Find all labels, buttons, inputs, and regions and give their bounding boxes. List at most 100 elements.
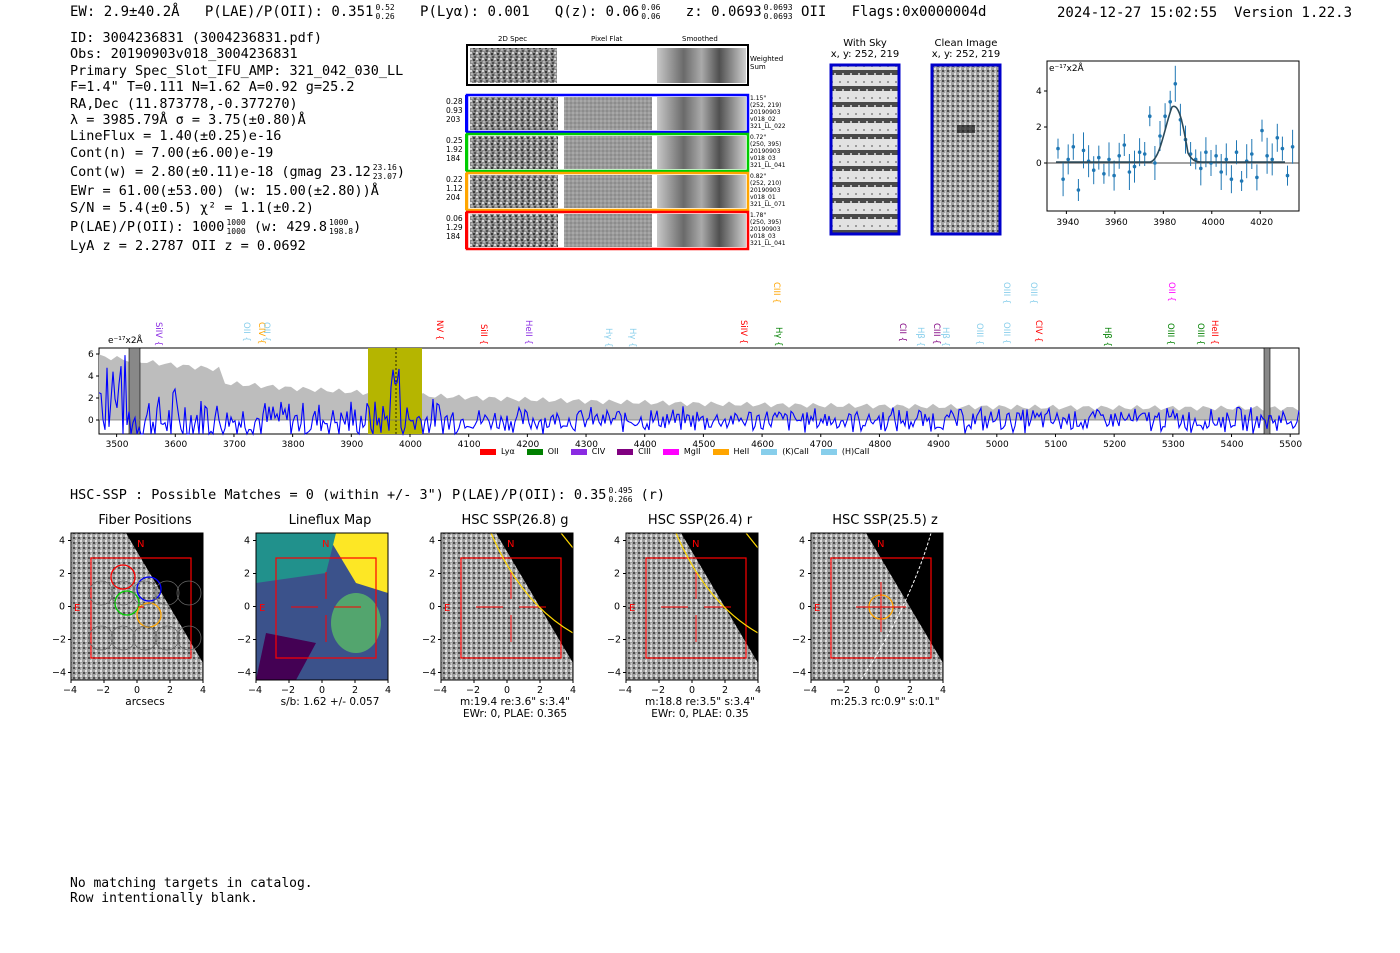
panel-ytick-label: 2	[244, 569, 250, 580]
spectral-line-label: SiIV {	[738, 320, 748, 345]
header-plae-lo: 0.26	[375, 12, 395, 21]
spectral-line-label: SiIV {	[153, 322, 163, 347]
full-xtick-label: 4200	[516, 440, 539, 450]
spectral-line-label: HeII {	[523, 320, 533, 345]
legend-swatch	[617, 448, 634, 455]
legend-swatch	[662, 448, 679, 455]
full-xtick-label: 5500	[1279, 440, 1302, 450]
full-ytick-label: 2	[88, 394, 94, 404]
info-params: F=1.4" T=0.111 N=1.62 A=0.92 g=25.2	[70, 79, 355, 96]
ellipse-arc	[675, 532, 759, 634]
cutout-value: 203	[446, 115, 461, 124]
fiber-circle-bg	[132, 625, 158, 651]
with-sky-coords: x, y: 252, 219	[830, 49, 900, 60]
line-legend: Lyα OII CIV CIII MgII HeII (K)CaII (H)CaII	[480, 447, 869, 456]
zoom-point	[1163, 114, 1167, 118]
panel-ytick-label: 4	[244, 536, 250, 547]
fiber-circle-bg	[132, 580, 158, 606]
panel-xtick-label: 0	[319, 685, 325, 695]
full-xtick-label: 4300	[575, 440, 598, 450]
zoom-point	[1153, 161, 1157, 165]
col-flat-label: Pixel Flat	[591, 35, 623, 43]
spectral-line-label: OIII {	[1165, 323, 1175, 346]
panel-title: HSC SSP(26.8) g	[461, 513, 569, 528]
full-xtick-label: 4500	[692, 440, 715, 450]
legend-label: OII	[547, 447, 559, 456]
legend-item: CIII	[617, 447, 651, 456]
cutout-smoothed	[657, 136, 746, 169]
cutout-desc: (250, 395)	[750, 141, 782, 148]
info-contw-end: )	[396, 164, 405, 181]
panel-xtick-label: 2	[352, 685, 358, 695]
zoom-point	[1290, 145, 1295, 149]
zoom-point	[1142, 152, 1147, 156]
panel-xtick-label: 2	[722, 685, 728, 695]
header-datetime: 2024-12-27 15:02:55	[1057, 5, 1218, 21]
header-plae-label: P(LAE)/P(OII):	[204, 4, 323, 20]
legend-swatch	[526, 448, 543, 455]
zoom-point	[1199, 166, 1203, 171]
zoom-ytick-label: 4	[1036, 87, 1042, 97]
spectral-line-label: OIII {	[1001, 282, 1011, 305]
full-xtick-label: 4800	[868, 440, 891, 450]
cutout-desc: v018_01	[750, 194, 776, 201]
cutout-desc: v018_03	[750, 233, 776, 240]
cutout-value: 204	[446, 193, 461, 202]
spectral-line-label: HeII {	[1209, 320, 1219, 345]
fiber-circle	[136, 576, 162, 602]
panel-caption: m:19.4 re:3.6" s:3.4" EWr: 0, PLAE: 0.365	[435, 696, 595, 720]
zoom-ytick-label: 0	[1036, 159, 1042, 169]
zoom-point	[1280, 146, 1285, 151]
cutout-desc: 20190903	[750, 148, 781, 155]
header-ew: EW: 2.9±40.2Å	[70, 4, 180, 20]
zoom-point	[1270, 157, 1274, 162]
north-label: N	[322, 539, 329, 550]
lineflux-low-region	[256, 633, 316, 680]
zoom-point	[1234, 150, 1239, 154]
panel-xtick-label: 0	[689, 685, 695, 695]
cutout-desc: 321_LL_071	[750, 201, 786, 208]
fiber-circle-bg	[110, 580, 136, 606]
panel-xtick-label: −4	[63, 685, 77, 695]
full-ytick-label: 0	[88, 416, 94, 426]
zoom-plot-unit: e⁻¹⁷x2Å	[1049, 62, 1085, 74]
cutout-pixel-flat	[564, 136, 652, 169]
info-contw-row: Cont(w) = 2.80(±0.11)e-18 (gmag 23.12 23.…	[70, 163, 405, 181]
zoom-point	[1148, 114, 1152, 118]
header-summary: EW: 2.9±40.2Å P(LAE)/P(OII): 0.351 0.52 0.…	[70, 3, 986, 21]
weighted-sum-label: Weighted Sum	[750, 55, 784, 71]
panel-xtick-label: 0	[874, 685, 880, 695]
zoom-point	[1265, 154, 1269, 158]
panel-ytick-label: 4	[429, 536, 435, 547]
image-panel: N E −4 −2 0 2 4 4 2 0 −2 −4	[607, 532, 761, 695]
hsc-summary: HSC-SSP : Possible Matches = 0 (within +…	[70, 486, 665, 504]
info-primary: Primary Spec_Slot_IFU_AMP: 321_042_030_L…	[70, 62, 404, 79]
header-plae-value: 0.351	[331, 4, 374, 20]
aperture-box	[645, 557, 747, 659]
legend-item: (H)CaII	[820, 447, 869, 456]
panel-title: HSC SSP(25.5) z	[832, 513, 938, 528]
ellipse-arc-2	[560, 532, 574, 549]
hsc-summary-end: (r)	[640, 487, 666, 503]
fiber-circle-bg	[154, 625, 180, 651]
zoom-spectrum-plot: e⁻¹⁷x2Å 4 2 0 3940 3960 3980 4000 4020	[1036, 60, 1300, 228]
zoom-xtick-label: 3940	[1056, 218, 1079, 228]
info-block: ID: 3004236831 (3004236831.pdf) Obs: 201…	[70, 30, 405, 254]
spectral-line-label: OIII {	[1195, 323, 1205, 346]
info-lambda: λ = 3985.79Å σ = 3.75(±0.80)Å	[70, 112, 306, 129]
footer-line-1: No matching targets in catalog.	[70, 876, 313, 891]
zoom-point	[1275, 136, 1280, 140]
panel-ytick-label: −2	[237, 635, 251, 646]
cutout-value: 184	[446, 154, 461, 163]
full-spectrum-unit: e⁻¹⁷x2Å	[108, 336, 143, 346]
panel-ytick-label: 0	[59, 602, 65, 613]
zoom-point	[1081, 148, 1086, 153]
clean-image-source	[957, 125, 975, 133]
flux-spectrum	[98, 355, 1300, 436]
clean-image-coords: x, y: 252, 219	[931, 49, 1001, 60]
bright-source-region	[866, 533, 943, 663]
aperture-box	[275, 557, 377, 659]
north-label: N	[507, 539, 514, 550]
panel-xtick-label: −2	[96, 685, 110, 695]
cutout-desc: (252, 219)	[750, 102, 782, 109]
